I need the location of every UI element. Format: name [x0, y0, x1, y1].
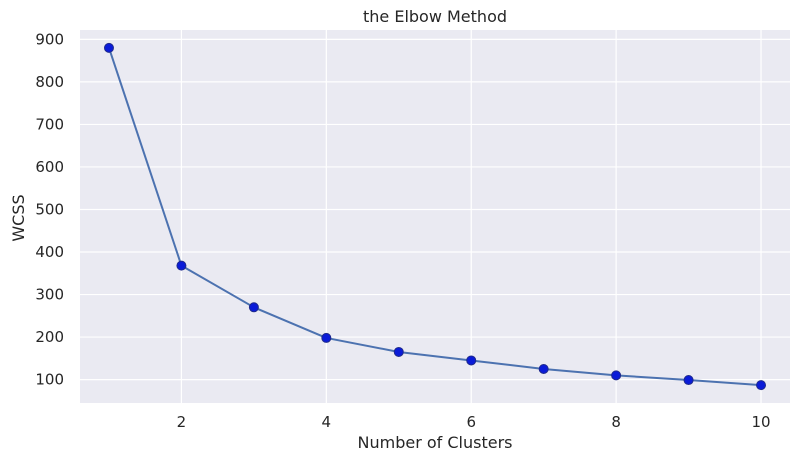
series-layer: [103, 42, 767, 391]
y-tick-label: 200: [35, 328, 64, 346]
x-tick-label: 6: [466, 413, 476, 431]
y-tick-label: 100: [35, 371, 64, 389]
y-tick-label: 400: [35, 243, 64, 261]
x-tick-label: 2: [177, 413, 187, 431]
data-point-marker: [466, 355, 477, 366]
plot-background: [80, 30, 790, 403]
data-point-marker: [103, 42, 114, 53]
data-point-marker: [611, 370, 622, 381]
data-point-marker: [393, 346, 404, 357]
y-tick-label: 900: [35, 30, 64, 48]
data-point-marker: [248, 302, 259, 313]
x-tick-label: 4: [322, 413, 332, 431]
y-tick-label: 700: [35, 115, 64, 133]
grid-lines: [80, 30, 790, 403]
chart-title: the Elbow Method: [363, 7, 507, 26]
y-axis-label: WCSS: [9, 194, 28, 241]
x-tick-label: 8: [611, 413, 621, 431]
data-point-marker: [176, 260, 187, 271]
data-point-marker: [321, 332, 332, 343]
wcss-line: [108, 47, 762, 387]
data-point-marker: [538, 363, 549, 374]
tick-labels: 2 4 6 8 10 100 200 300 400 500 600 700 800 900: [35, 30, 770, 431]
y-tick-label: 300: [35, 286, 64, 304]
x-axis-label: Number of Clusters: [358, 433, 513, 452]
y-tick-label: 600: [35, 158, 64, 176]
data-point-marker: [756, 380, 767, 391]
x-tick-label: 10: [751, 413, 770, 431]
data-point-marker: [683, 375, 694, 386]
y-tick-label: 800: [35, 73, 64, 91]
y-tick-label: 500: [35, 200, 64, 218]
